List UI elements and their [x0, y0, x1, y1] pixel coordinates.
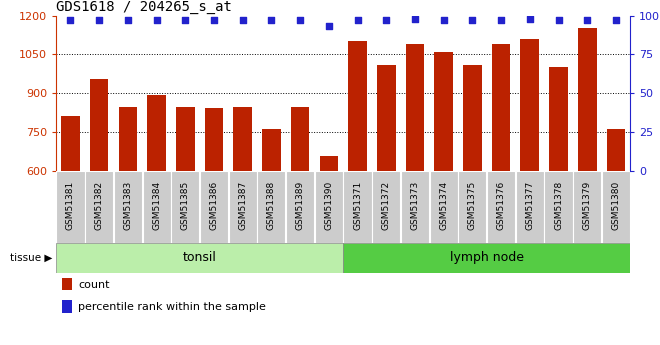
- Point: [381, 17, 391, 23]
- Point: [323, 24, 334, 29]
- Text: count: count: [78, 280, 110, 290]
- Text: GSM51386: GSM51386: [209, 181, 218, 230]
- Bar: [286, 171, 314, 243]
- Text: GSM51390: GSM51390: [324, 181, 333, 230]
- Bar: [372, 171, 401, 243]
- Text: GSM51387: GSM51387: [238, 181, 248, 230]
- Bar: [434, 52, 453, 171]
- Bar: [147, 95, 166, 171]
- Bar: [62, 300, 72, 313]
- Text: percentile rank within the sample: percentile rank within the sample: [78, 302, 266, 312]
- Point: [295, 17, 306, 23]
- Bar: [430, 171, 458, 243]
- Point: [352, 17, 363, 23]
- Text: GSM51380: GSM51380: [611, 181, 620, 230]
- Text: tissue ▶: tissue ▶: [11, 253, 53, 263]
- Point: [123, 17, 133, 23]
- Bar: [85, 171, 114, 243]
- Point: [610, 17, 621, 23]
- Text: GSM51375: GSM51375: [468, 181, 477, 230]
- Bar: [578, 28, 597, 171]
- Point: [582, 17, 593, 23]
- Point: [467, 17, 478, 23]
- Point: [209, 17, 219, 23]
- Bar: [234, 107, 252, 171]
- Text: GSM51388: GSM51388: [267, 181, 276, 230]
- Bar: [56, 243, 343, 273]
- Bar: [291, 107, 310, 171]
- Bar: [262, 129, 280, 171]
- Text: GSM51384: GSM51384: [152, 181, 161, 230]
- Bar: [319, 156, 338, 171]
- Bar: [343, 243, 630, 273]
- Point: [151, 17, 162, 23]
- Bar: [549, 67, 568, 171]
- Point: [180, 17, 191, 23]
- Text: GDS1618 / 204265_s_at: GDS1618 / 204265_s_at: [56, 0, 232, 14]
- Bar: [315, 171, 343, 243]
- Text: lymph node: lymph node: [449, 252, 524, 264]
- Bar: [602, 171, 630, 243]
- Text: GSM51385: GSM51385: [181, 181, 190, 230]
- Text: GSM51383: GSM51383: [123, 181, 133, 230]
- Point: [410, 16, 420, 21]
- Bar: [573, 171, 601, 243]
- Bar: [176, 107, 195, 171]
- Bar: [406, 44, 424, 171]
- Bar: [119, 107, 137, 171]
- Bar: [143, 171, 171, 243]
- Bar: [343, 171, 372, 243]
- Bar: [458, 171, 486, 243]
- Bar: [401, 171, 429, 243]
- Bar: [463, 65, 482, 171]
- Bar: [200, 171, 228, 243]
- Text: GSM51372: GSM51372: [381, 181, 391, 230]
- Point: [496, 17, 506, 23]
- Bar: [114, 171, 142, 243]
- Text: GSM51377: GSM51377: [525, 181, 535, 230]
- Point: [525, 16, 535, 21]
- Point: [65, 17, 76, 23]
- Point: [266, 17, 277, 23]
- Bar: [228, 171, 257, 243]
- Bar: [205, 108, 223, 171]
- Point: [94, 17, 104, 23]
- Bar: [257, 171, 286, 243]
- Bar: [521, 39, 539, 171]
- Text: GSM51379: GSM51379: [583, 181, 592, 230]
- Bar: [515, 171, 544, 243]
- Point: [438, 17, 449, 23]
- Bar: [56, 171, 84, 243]
- Text: GSM51382: GSM51382: [94, 181, 104, 230]
- Bar: [544, 171, 573, 243]
- Text: GSM51389: GSM51389: [296, 181, 305, 230]
- Point: [553, 17, 564, 23]
- Bar: [171, 171, 199, 243]
- Bar: [377, 65, 395, 171]
- Text: tonsil: tonsil: [183, 252, 216, 264]
- Text: GSM51381: GSM51381: [66, 181, 75, 230]
- Bar: [492, 44, 510, 171]
- Text: GSM51373: GSM51373: [411, 181, 420, 230]
- Bar: [61, 117, 80, 171]
- Bar: [90, 79, 108, 171]
- Point: [238, 17, 248, 23]
- Bar: [607, 129, 625, 171]
- Text: GSM51376: GSM51376: [496, 181, 506, 230]
- Bar: [487, 171, 515, 243]
- Bar: [62, 278, 72, 290]
- Text: GSM51374: GSM51374: [439, 181, 448, 230]
- Text: GSM51378: GSM51378: [554, 181, 563, 230]
- Bar: [348, 41, 367, 171]
- Text: GSM51371: GSM51371: [353, 181, 362, 230]
